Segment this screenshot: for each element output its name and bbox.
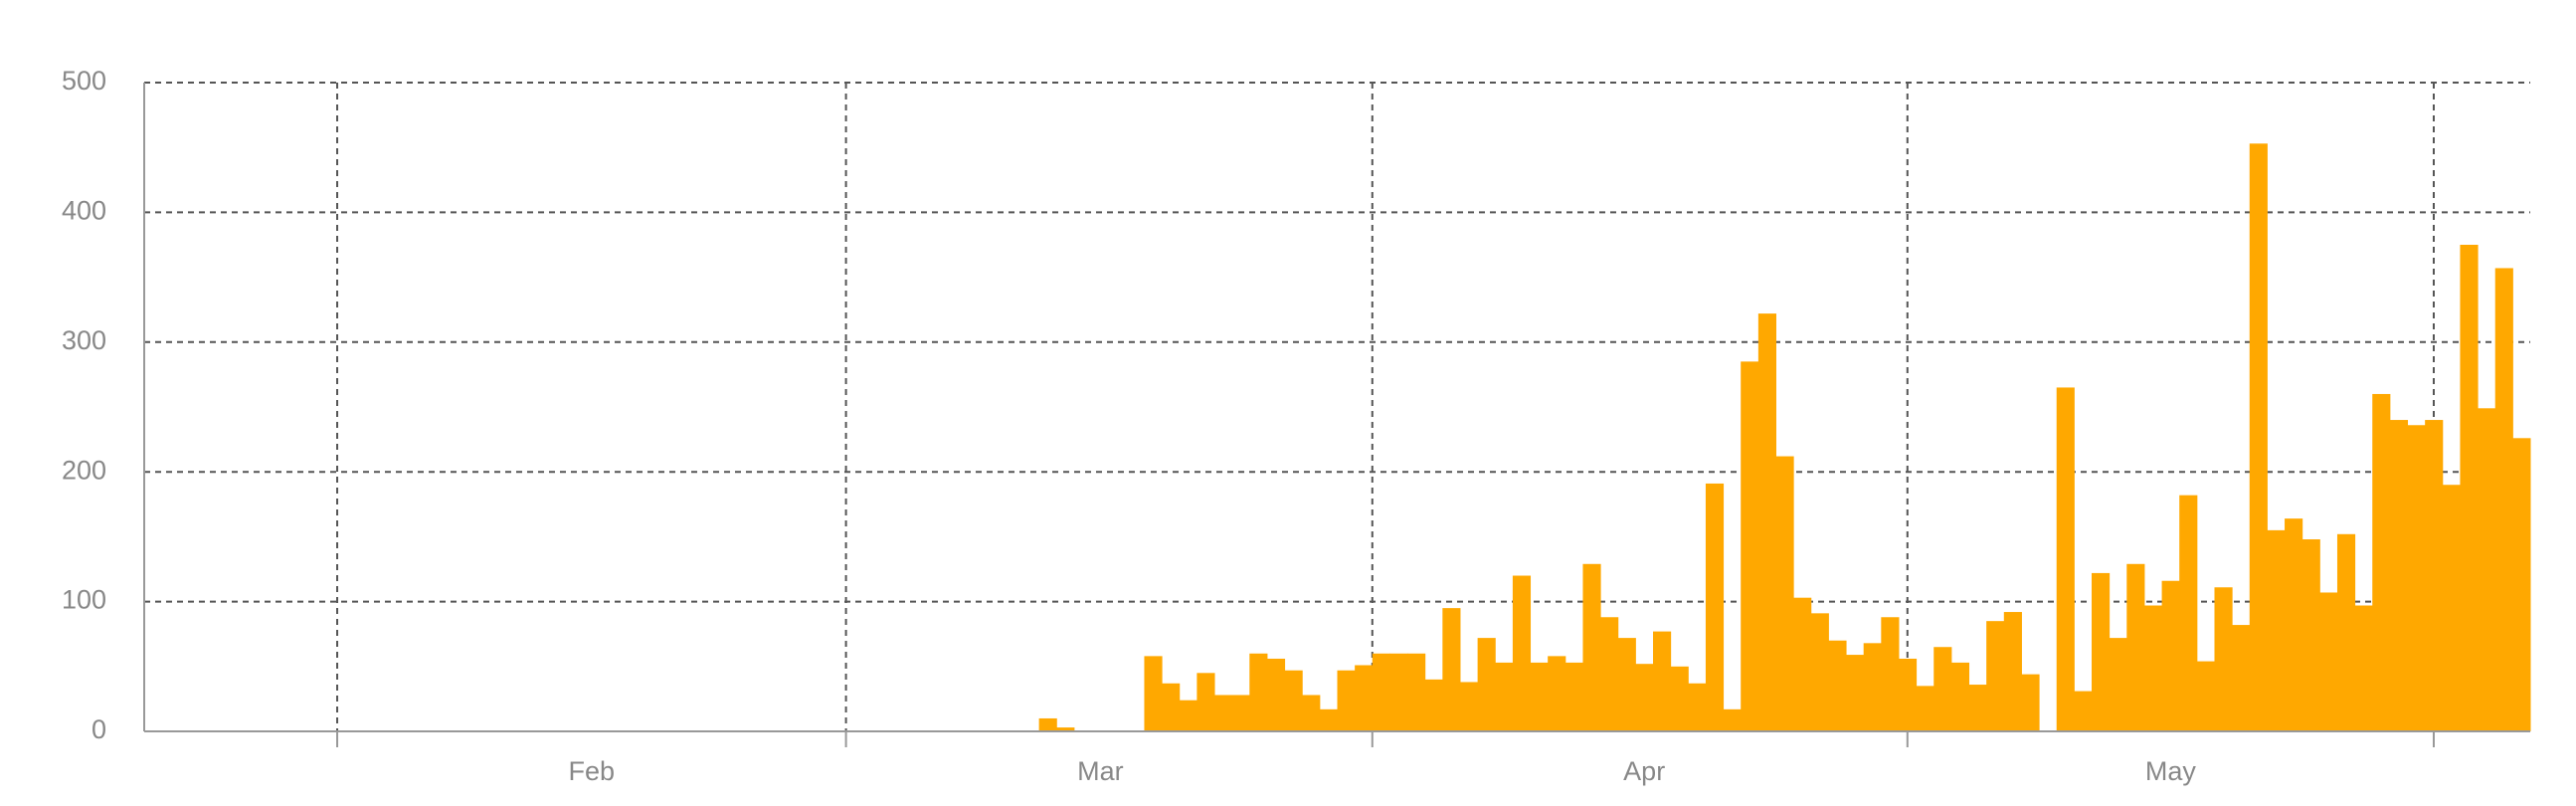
bar xyxy=(2056,387,2075,731)
bar xyxy=(1635,664,1654,731)
bar xyxy=(2074,691,2093,731)
bar xyxy=(1302,695,1321,731)
bar xyxy=(2354,605,2373,731)
bar xyxy=(1512,575,1532,731)
bar xyxy=(1231,695,1250,731)
bar xyxy=(1284,670,1303,731)
bar xyxy=(1442,608,1461,731)
bar xyxy=(1688,683,1707,731)
bar xyxy=(1424,679,1443,731)
bar xyxy=(1548,656,1566,731)
bar xyxy=(1214,695,1233,731)
x-tick-label: Apr xyxy=(1623,756,1665,786)
bar xyxy=(1723,708,1742,731)
bar xyxy=(2389,420,2409,731)
bar xyxy=(1582,563,1601,731)
bar xyxy=(1564,662,1583,731)
bar xyxy=(1846,655,1865,731)
bar xyxy=(1266,658,1286,731)
bar xyxy=(1810,613,1829,731)
bar xyxy=(2425,420,2444,731)
bar xyxy=(1179,700,1197,731)
bar xyxy=(1705,483,1725,731)
bar xyxy=(2460,245,2479,731)
bar xyxy=(2214,587,2233,731)
bar xyxy=(1968,685,1987,731)
y-tick-label: 500 xyxy=(62,66,106,96)
y-tick-label: 200 xyxy=(62,455,106,485)
bar xyxy=(2267,529,2286,731)
y-tick-label: 400 xyxy=(62,196,106,226)
bar xyxy=(1372,653,1390,731)
bar xyxy=(1898,658,1918,731)
bar xyxy=(2494,268,2513,731)
bar xyxy=(1881,617,1900,731)
bar xyxy=(1828,640,1847,731)
bar xyxy=(2092,572,2111,731)
y-tick-label: 300 xyxy=(62,325,106,355)
bar xyxy=(1617,638,1636,731)
bar xyxy=(2196,661,2215,731)
bar xyxy=(1319,708,1338,731)
x-tick-label: Feb xyxy=(569,756,616,786)
y-tick-label: 100 xyxy=(62,585,106,615)
bar xyxy=(2109,638,2127,731)
bar xyxy=(1389,653,1408,731)
bar xyxy=(1653,631,1672,731)
bar xyxy=(1757,313,1776,731)
bar xyxy=(1162,683,1181,731)
bar xyxy=(1477,638,1496,731)
bar xyxy=(2478,408,2496,731)
bar xyxy=(2372,393,2391,731)
bar xyxy=(1196,673,1215,731)
bar xyxy=(1741,361,1759,731)
bar xyxy=(2301,539,2320,731)
bar xyxy=(1775,456,1794,731)
bar xyxy=(2003,612,2022,731)
x-tick-label: Mar xyxy=(1077,756,1124,786)
bar xyxy=(2179,495,2198,731)
y-tick-label: 0 xyxy=(92,714,106,744)
bar xyxy=(1355,665,1374,731)
bar xyxy=(2442,485,2461,731)
bar xyxy=(2249,143,2268,732)
bar xyxy=(2021,674,2040,731)
bar xyxy=(2336,533,2356,731)
bar xyxy=(1600,617,1619,731)
bar xyxy=(1670,666,1689,731)
bar xyxy=(1863,643,1882,731)
bar xyxy=(1933,647,1952,731)
bar xyxy=(1793,597,1812,731)
bar xyxy=(2407,425,2426,731)
bar xyxy=(2319,592,2338,731)
bar xyxy=(2232,625,2251,731)
bar xyxy=(1144,656,1163,731)
bar xyxy=(2126,563,2145,731)
bar xyxy=(1916,686,1934,731)
x-tick-label: May xyxy=(2145,756,2197,786)
bar xyxy=(1459,682,1479,731)
bar xyxy=(2143,605,2163,731)
bar xyxy=(2161,580,2180,731)
bar xyxy=(1950,662,1970,731)
bar xyxy=(1337,670,1356,731)
bar xyxy=(1038,717,1057,731)
bar xyxy=(1249,653,1268,731)
bar xyxy=(1986,621,2005,731)
bar xyxy=(2512,438,2531,731)
bar xyxy=(1530,662,1549,731)
bar xyxy=(1407,653,1426,731)
bar xyxy=(1056,727,1075,731)
bar xyxy=(1495,662,1514,731)
bar xyxy=(2285,518,2303,731)
